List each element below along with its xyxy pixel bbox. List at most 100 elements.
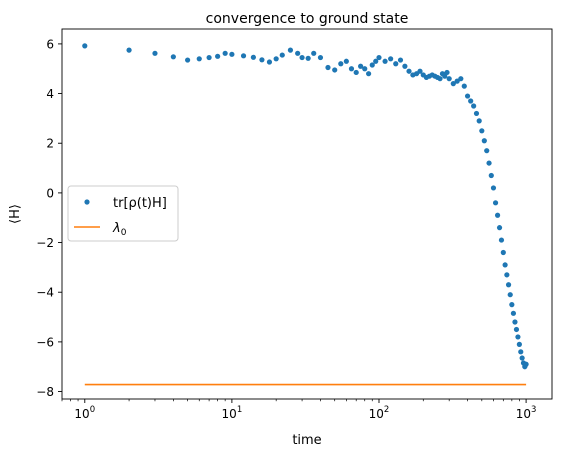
data-point [446, 76, 452, 82]
data-point [490, 185, 497, 191]
data-point [486, 160, 492, 166]
data-point [510, 310, 517, 316]
x-tick-label: 101 [222, 405, 243, 421]
plot-area [82, 43, 529, 386]
data-point [126, 47, 132, 53]
x-tick-label: 100 [74, 405, 95, 421]
x-axis-label: time [292, 433, 321, 448]
data-point [348, 66, 355, 72]
data-point [259, 57, 265, 63]
data-point [373, 58, 379, 64]
data-point [450, 81, 456, 87]
data-point [170, 54, 176, 60]
data-point [266, 59, 273, 65]
y-tick-label: −2 [36, 236, 54, 250]
data-point [437, 76, 443, 82]
data-point [388, 56, 394, 62]
data-point [519, 355, 525, 361]
axes-frame [61, 28, 553, 400]
data-point [492, 200, 499, 206]
data-point [362, 66, 368, 72]
data-point [295, 50, 301, 56]
data-point [488, 172, 494, 179]
data-point [299, 54, 305, 61]
data-point [476, 118, 482, 124]
data-point [402, 63, 408, 69]
data-point [215, 53, 221, 59]
data-point [481, 138, 487, 144]
data-point [343, 58, 349, 64]
y-axis: 6 4 2 0 −2 −4 −6 −8 [36, 37, 62, 399]
data-point [523, 361, 529, 367]
data-point [484, 148, 490, 154]
data-point [325, 64, 331, 71]
data-point [376, 54, 382, 61]
legend: tr[ρ(t)H] λ0 [67, 185, 179, 242]
series-layer [82, 43, 529, 386]
data-point [332, 67, 338, 73]
data-point [473, 110, 480, 117]
data-point [279, 52, 285, 58]
data-point [494, 212, 501, 218]
data-point [464, 93, 471, 99]
data-point [444, 69, 450, 76]
data-point [515, 334, 521, 340]
data-point [406, 68, 412, 74]
legend-marker-scatter [84, 199, 90, 205]
data-point [397, 57, 404, 63]
data-point [196, 56, 202, 62]
legend-label-line-sub: 0 [121, 228, 127, 238]
legend-label-scatter: tr[ρ(t)H] [113, 196, 167, 211]
data-point [229, 51, 235, 57]
data-point [512, 319, 518, 325]
data-point [500, 249, 506, 256]
y-tick-label: 4 [46, 87, 54, 101]
data-point [516, 341, 522, 347]
data-point [509, 302, 515, 308]
data-point [311, 50, 317, 56]
data-point [513, 326, 520, 333]
y-tick-label: −8 [36, 385, 54, 399]
data-point [152, 50, 158, 56]
y-tick-label: −6 [36, 335, 54, 349]
y-tick-label: 0 [46, 186, 54, 200]
y-tick-label: 6 [46, 37, 54, 51]
data-point [417, 68, 423, 74]
data-point [442, 73, 448, 79]
data-point [369, 62, 375, 68]
data-point [458, 76, 464, 82]
data-point [317, 54, 324, 61]
data-point [273, 56, 279, 62]
data-point [305, 55, 311, 61]
data-point [461, 83, 467, 89]
data-point [454, 78, 460, 84]
data-point [468, 98, 474, 104]
data-point [206, 54, 212, 61]
data-point [507, 292, 513, 298]
data-point [505, 282, 512, 288]
data-point [502, 262, 508, 268]
chart-title: convergence to ground state [206, 11, 409, 27]
data-point [250, 54, 256, 60]
x-axis: 100 101 102 103 [61, 399, 537, 421]
data-point [366, 71, 372, 77]
data-point [471, 103, 477, 109]
x-tick-label: 103 [516, 405, 537, 421]
x-tick-label: 102 [369, 405, 390, 421]
data-point [82, 43, 88, 49]
data-point [393, 61, 399, 67]
data-point [287, 47, 294, 53]
y-tick-label: 2 [46, 137, 54, 151]
data-point [496, 225, 503, 231]
data-point [240, 53, 247, 59]
data-point [353, 69, 359, 76]
y-axis-label: ⟨H⟩ [8, 204, 23, 224]
data-point [222, 50, 228, 56]
data-point [479, 128, 485, 134]
data-point [358, 63, 364, 69]
data-point [504, 272, 510, 278]
y-tick-label: −4 [36, 286, 54, 300]
data-point [498, 237, 505, 243]
data-point [338, 61, 344, 67]
